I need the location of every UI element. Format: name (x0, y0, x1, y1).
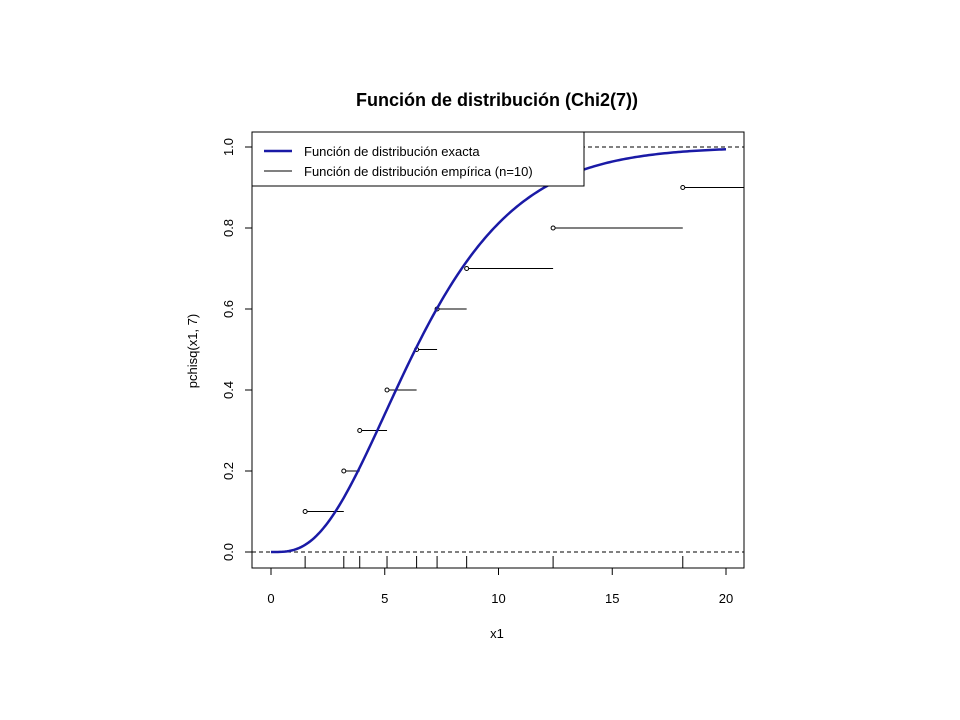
reference-lines (252, 146, 744, 553)
ecdf-point-0 (302, 509, 308, 514)
legend-label-ecdf: Función de distribución empírica (n=10) (304, 164, 533, 179)
legend-box (251, 131, 585, 187)
plot-frame (251, 131, 745, 569)
chart-title: Función de distribución (Chi2(7)) (356, 90, 638, 110)
y-tick-label-4: 0.8 (221, 219, 236, 237)
y-tick-label-2: 0.4 (221, 381, 236, 399)
ecdf-point-6 (464, 266, 470, 271)
y-tick-label-0: 0.0 (221, 543, 236, 561)
cdf-series (271, 148, 727, 554)
ecdf-point-3 (384, 387, 390, 393)
cdf-curve (271, 148, 727, 554)
x-tick-label-3: 15 (605, 591, 619, 606)
x-tick-label-0: 0 (267, 591, 274, 606)
x-axis-label: x1 (490, 626, 504, 641)
ecdf-point-7 (550, 225, 556, 231)
ecdf-point-1 (341, 468, 347, 474)
ecdf-point-2 (357, 428, 363, 433)
rug-marks (304, 556, 684, 568)
ecdf-series (302, 185, 744, 514)
y-tick-label-3: 0.6 (221, 300, 236, 318)
legend-label-cdf: Función de distribución exacta (304, 144, 480, 159)
y-tick-label-5: 1.0 (221, 138, 236, 156)
x-tick-label-2: 10 (491, 591, 505, 606)
y-axis: 0.0 0.2 0.4 0.6 0.8 1.0 (221, 138, 253, 561)
legend: Función de distribución exacta Función d… (251, 131, 585, 187)
y-axis-label: pchisq(x1, 7) (185, 314, 200, 388)
x-axis: 0 5 10 15 20 (267, 567, 733, 606)
y-tick-label-1: 0.2 (221, 462, 236, 480)
x-tick-label-1: 5 (381, 591, 388, 606)
ecdf-point-8 (680, 185, 686, 190)
x-tick-label-4: 20 (719, 591, 733, 606)
